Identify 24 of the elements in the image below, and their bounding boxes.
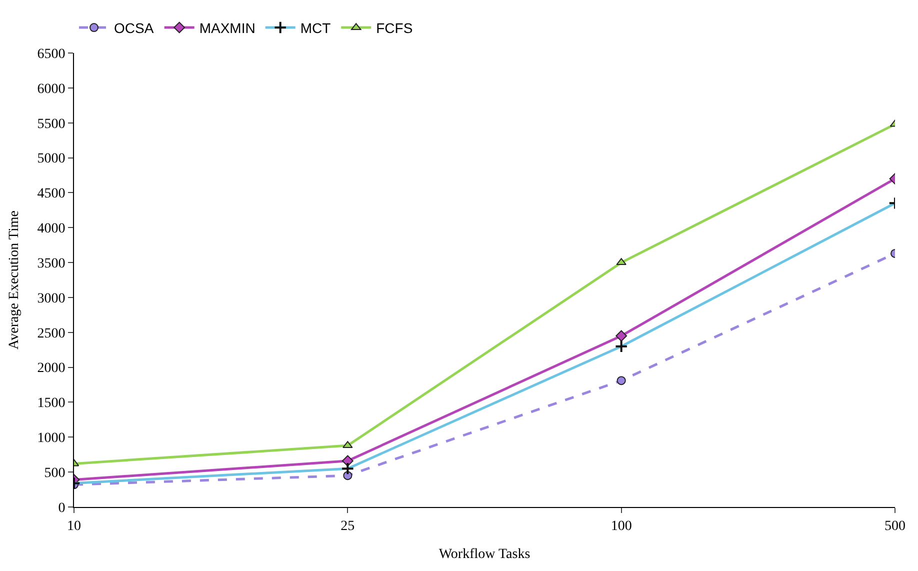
x-axis-title: Workflow Tasks [438,547,530,562]
y-tick-label: 3500 [37,256,66,272]
legend-label: MCT [300,20,332,36]
y-tick-label: 2000 [37,361,66,376]
x-tick-label: 500 [884,518,906,534]
y-tick-label: 5500 [37,116,66,132]
y-tick-label: 5000 [37,152,66,167]
x-tick-label: 100 [610,518,632,534]
y-tick-label: 1000 [37,431,66,446]
y-axis-title: Average Execution Time [6,210,22,350]
y-tick-label: 3000 [37,291,66,306]
legend-label: MAXMIN [199,20,256,36]
legend-label: OCSA [114,20,154,36]
x-tick-label: 10 [67,518,81,534]
y-tick-label: 500 [44,466,66,481]
y-tick-label: 0 [58,500,66,516]
y-tick-label: 4500 [37,186,66,202]
y-tick-label: 6000 [37,82,66,97]
y-tick-label: 2500 [37,326,66,342]
y-tick-label: 4000 [37,222,66,237]
legend-label: FCFS [376,20,413,36]
x-tick-label: 25 [340,518,355,534]
y-tick-label: 6500 [37,46,66,62]
y-tick-label: 1500 [37,396,66,412]
